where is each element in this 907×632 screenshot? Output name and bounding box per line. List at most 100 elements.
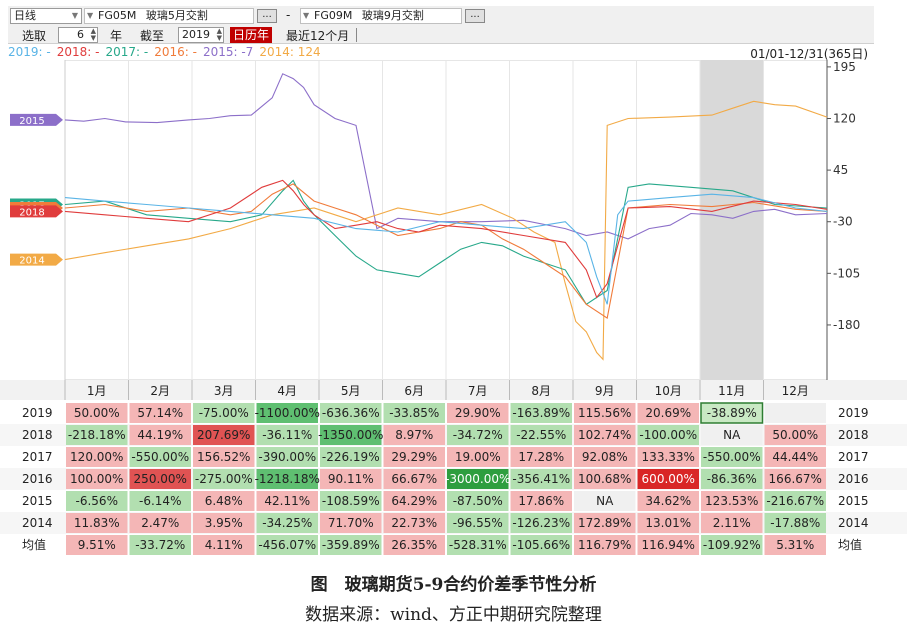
series-tag-label: 2015 [19, 116, 44, 127]
period-select[interactable]: 日线 ▼ [10, 8, 82, 24]
table-cell-bg [700, 402, 764, 424]
table-cell-value: -456.07% [258, 538, 316, 552]
table-cell-value: 3.95% [205, 516, 243, 530]
table-cell-value: NA [723, 428, 741, 442]
table-cell-bg [256, 535, 318, 555]
table-cell-bg [701, 425, 763, 445]
table-cell-value: 17.86% [518, 494, 564, 508]
table-cell-bg [256, 403, 318, 423]
series-tag-shape [10, 205, 63, 218]
table-cell-value: -216.67% [766, 494, 824, 508]
table-cell-value: 6.48% [205, 494, 243, 508]
contract2-more-button[interactable]: ... [465, 9, 485, 23]
table-cell-value: -96.55% [453, 516, 503, 530]
table-cell-value: 26.35% [391, 538, 437, 552]
spin-arrows-icon[interactable]: ▲ ▼ [216, 27, 222, 42]
contract1-more-button[interactable]: ... [257, 9, 277, 23]
last-12-months-button[interactable]: 最近12个月 [286, 29, 350, 43]
table-cell-bg [510, 469, 572, 489]
table-cell-bg [66, 513, 128, 533]
table-cell-bg [447, 403, 509, 423]
month-header: 2月 [150, 384, 170, 398]
y-tick-label: 45 [833, 163, 848, 177]
table-cell-bg [320, 513, 382, 533]
table-cell-value: 207.69% [197, 428, 250, 442]
row-label-right: 2016 [838, 472, 869, 486]
contract2-code: FG09M [314, 9, 353, 22]
table-cell-bg [129, 425, 191, 445]
table-cell-value: 9.51% [78, 538, 116, 552]
table-cell-bg [129, 491, 191, 511]
cutoff-year-value: 2019 [182, 28, 210, 41]
table-cell-value: 5.31% [776, 538, 814, 552]
table-cell-bg [129, 469, 191, 489]
table-cell-value: -226.19% [322, 450, 380, 464]
table-cell-value: -275.00% [195, 472, 253, 486]
table-cell-bg [510, 513, 572, 533]
table-cell-bg [701, 447, 763, 467]
table-cell-bg [637, 491, 699, 511]
table-cell-value: 123.53% [705, 494, 758, 508]
month-header: 10月 [655, 384, 682, 398]
table-cell-bg [129, 447, 191, 467]
table-cell-value: 44.44% [772, 450, 818, 464]
table-cell-value: 29.90% [455, 406, 501, 420]
spin-arrows-icon[interactable]: ▲ ▼ [90, 27, 96, 42]
table-cell-bg [637, 513, 699, 533]
row-label-right: 2019 [838, 406, 869, 420]
series-tag-shape [10, 253, 63, 266]
contract1-select[interactable]: ▼ FG05M 玻璃5月交割 [84, 8, 254, 24]
contract2-select[interactable]: ▼ FG09M 玻璃9月交割 [300, 8, 462, 24]
table-cell-value: 57.14% [137, 406, 183, 420]
years-stepper[interactable]: 6 ▲ ▼ [58, 27, 98, 43]
table-cell-bg [66, 491, 128, 511]
chart-legend: 2019: - 2018: - 2017: - 2016: - 2015: -7 2014… [8, 45, 874, 61]
table-cell-bg [383, 403, 445, 423]
table-cell-value: -86.36% [707, 472, 757, 486]
table-cell-bg [193, 513, 255, 533]
table-cell-bg [193, 447, 255, 467]
table-cell-bg [256, 513, 318, 533]
table-cell-value: -75.00% [199, 406, 249, 420]
table-cell-bg [637, 425, 699, 445]
table-cell-value: -550.00% [131, 450, 189, 464]
figure-source: 数据来源：wind、方正中期研究院整理 [305, 605, 602, 625]
table-cell-value: 50.00% [772, 428, 818, 442]
table-cell-value: 64.29% [391, 494, 437, 508]
table-cell-bg [510, 403, 572, 423]
table-cell-value: 600.00% [642, 472, 695, 486]
toolbar-contracts: 日线 ▼ ▼ FG05M 玻璃5月交割 ... - ▼ FG09M 玻璃9月交割 … [8, 6, 874, 26]
table-cell-bg [510, 447, 572, 467]
table-cell-value: -22.55% [516, 428, 566, 442]
table-cell-value: -33.72% [135, 538, 185, 552]
table-cell-bg [447, 447, 509, 467]
table-cell-value: -87.50% [453, 494, 503, 508]
years-value: 6 [77, 28, 84, 41]
table-cell-value: -636.36% [322, 406, 380, 420]
period-value: 日线 [14, 9, 36, 22]
table-cell-value: -163.89% [512, 406, 570, 420]
calendar-year-button[interactable]: 日历年 [230, 27, 273, 43]
table-cell-bg [129, 403, 191, 423]
table-cell-bg [383, 535, 445, 555]
table-cell-value: 13.01% [645, 516, 691, 530]
table-cell-bg [193, 469, 255, 489]
row-label: 2014 [22, 516, 53, 530]
table-cell-bg [383, 513, 445, 533]
figure-title: 图 玻璃期货5-9合约价差季节性分析 [310, 575, 597, 595]
table-cell-bg [256, 447, 318, 467]
table-cell-value: 102.74% [578, 428, 631, 442]
series-line-2015 [64, 73, 828, 240]
table-cell-value: -6.56% [76, 494, 118, 508]
legend-entry: 2015: -7 [202, 45, 254, 59]
table-cell-bg [256, 491, 318, 511]
legend-entry: 2016: - [154, 45, 197, 59]
cutoff-year-stepper[interactable]: 2019 ▲ ▼ [178, 27, 224, 43]
table-cell-bg [383, 447, 445, 467]
month-header: 8月 [531, 384, 551, 398]
table-cell-value: 100.68% [578, 472, 631, 486]
table-cell-value: 250.00% [134, 472, 187, 486]
table-cell-bg [764, 403, 826, 423]
table-cell-value: -100.00% [639, 428, 697, 442]
table-cell-value: -3000.00% [445, 472, 510, 486]
